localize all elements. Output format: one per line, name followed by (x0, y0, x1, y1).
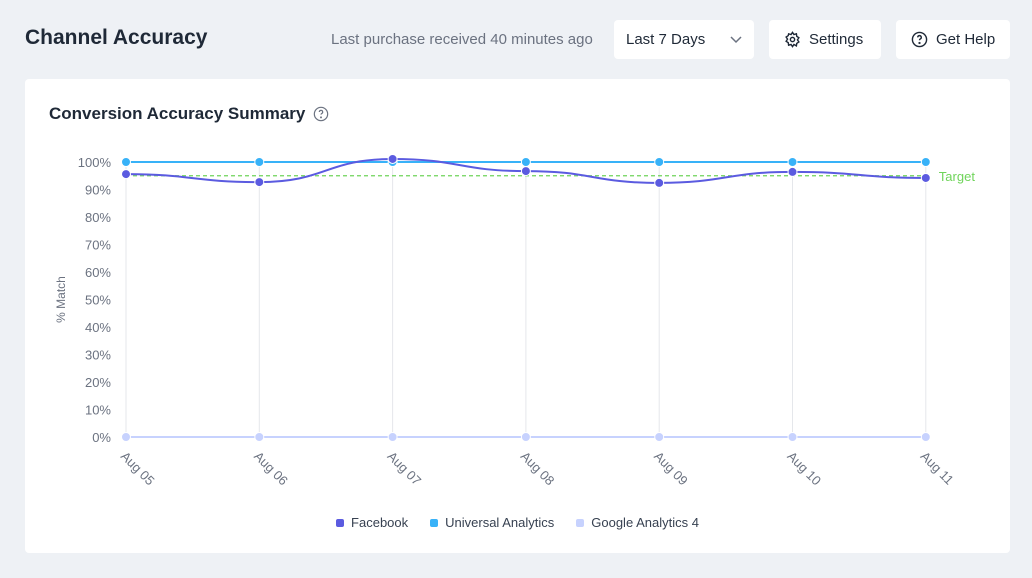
help-circle-icon (911, 31, 928, 48)
x-tick-label: Aug 09 (651, 449, 691, 489)
y-tick-label: 40% (85, 320, 111, 335)
data-point (920, 157, 931, 167)
legend-label: Google Analytics 4 (591, 515, 699, 530)
data-point (387, 432, 398, 442)
data-point (121, 432, 131, 442)
chart-legend: Facebook Universal Analytics Google Analyt… (25, 515, 1010, 530)
legend-swatch (576, 519, 585, 527)
get-help-button[interactable]: Get Help (896, 20, 1010, 59)
y-tick-label: 80% (85, 210, 111, 225)
card-title: Conversion Accuracy Summary (49, 104, 306, 123)
x-tick-label: Aug 11 (918, 449, 957, 488)
data-point (920, 432, 931, 442)
x-tick-label: Aug 10 (784, 449, 824, 489)
gear-icon (785, 31, 800, 48)
data-point (387, 153, 398, 164)
x-tick-label: Aug 07 (384, 449, 424, 489)
data-point (787, 432, 798, 442)
data-point (254, 157, 265, 167)
data-point (254, 432, 265, 442)
accuracy-summary-card: Conversion Accuracy Summary 0% 10% 20% 30% 4… (25, 79, 1010, 553)
x-tick-label: Aug 08 (518, 449, 558, 489)
y-tick-label: 90% (85, 183, 111, 198)
data-point (654, 157, 665, 167)
y-tick-label: 10% (85, 403, 111, 418)
y-axis-label: % Match (54, 276, 68, 323)
legend-swatch (430, 519, 439, 527)
date-range-select[interactable]: Last 7 Days (614, 20, 754, 59)
y-tick-label: 60% (85, 265, 111, 280)
target-label: Target (939, 169, 976, 184)
data-point (520, 432, 531, 442)
y-tick-label: 50% (85, 293, 111, 308)
data-point (654, 432, 665, 442)
data-point (121, 169, 131, 180)
help-circle-icon[interactable] (313, 106, 329, 122)
settings-label: Settings (809, 31, 864, 48)
y-tick-label: 0% (92, 430, 111, 445)
y-tick-label: 70% (85, 238, 111, 253)
data-point (654, 177, 665, 188)
y-tick-label: 100% (78, 155, 112, 170)
legend-label: Facebook (351, 515, 409, 530)
legend-swatch (336, 519, 345, 527)
data-point (920, 172, 931, 183)
settings-button[interactable]: Settings (769, 20, 881, 59)
line-chart: 0% 10% 20% 30% 40% 50% 60% 70% 80% 90% 100% % Match… (54, 153, 976, 489)
date-range-value: Last 7 Days (626, 31, 706, 48)
help-label: Get Help (936, 31, 996, 48)
legend-label: Universal Analytics (445, 515, 555, 530)
data-point (787, 157, 798, 167)
x-tick-label: Aug 05 (118, 449, 158, 489)
data-point (520, 166, 531, 177)
chevron-down-icon (730, 35, 742, 43)
last-purchase-status: Last purchase received 40 minutes ago (331, 31, 593, 48)
legend-item[interactable]: Universal Analytics (430, 515, 554, 530)
data-point (787, 166, 798, 177)
data-point (121, 157, 131, 167)
legend-item[interactable]: Google Analytics 4 (576, 515, 699, 530)
x-tick-label: Aug 06 (251, 449, 291, 489)
legend-item[interactable]: Facebook (336, 515, 408, 530)
data-point (254, 177, 265, 188)
y-tick-label: 20% (85, 375, 111, 390)
data-point (520, 157, 531, 167)
y-tick-label: 30% (85, 348, 111, 363)
page-title: Channel Accuracy (25, 26, 208, 49)
